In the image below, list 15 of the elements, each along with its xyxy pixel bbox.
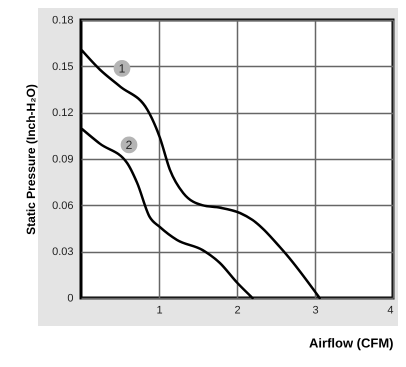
y-tick-label: 0	[67, 292, 74, 304]
x-tick-label: 2	[234, 304, 241, 316]
series-label: 2	[126, 138, 133, 152]
y-tick-label: 0.03	[52, 246, 74, 258]
y-tick-label: 0.15	[52, 60, 74, 73]
y-axis-title: Static Pressure (Inch-H₂O)	[24, 84, 38, 235]
y-tick-label: 0.06	[52, 200, 74, 212]
y-tick-label: 0.09	[52, 154, 74, 166]
y-tick-label: 0.18	[52, 14, 74, 26]
y-tick-label: 0.12	[52, 107, 74, 120]
x-tick-label: 4	[387, 304, 394, 316]
x-axis-title: Airflow (CFM)	[309, 336, 394, 350]
x-tick-label: 1	[156, 304, 163, 316]
series-label: 1	[118, 61, 126, 76]
x-tick-label: 3	[312, 304, 319, 316]
